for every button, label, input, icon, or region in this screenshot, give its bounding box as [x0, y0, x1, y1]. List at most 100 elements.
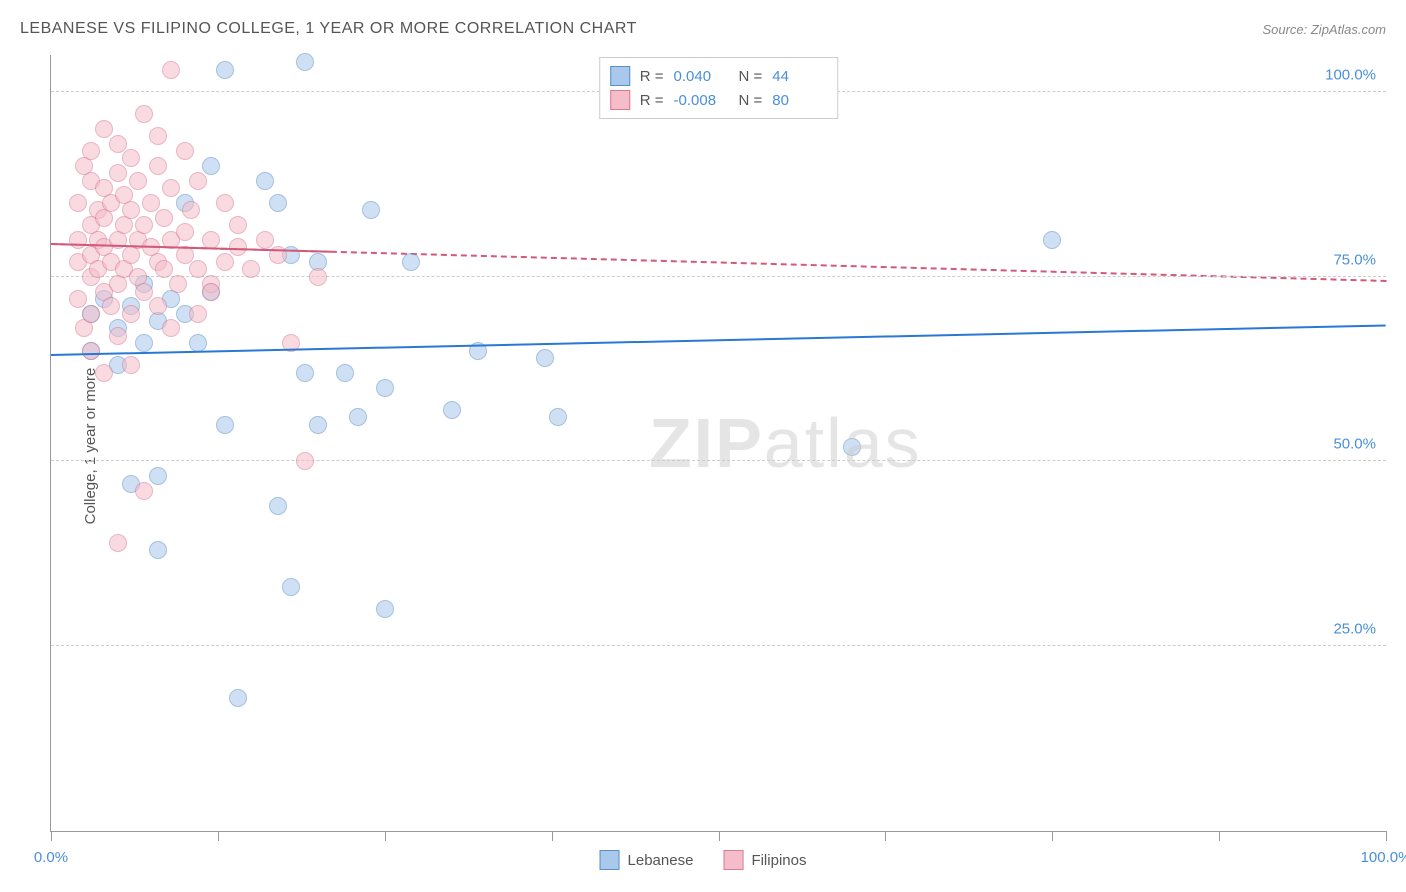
data-point [155, 209, 173, 227]
data-point [122, 149, 140, 167]
legend-item: Lebanese [600, 850, 694, 870]
data-point [309, 416, 327, 434]
data-point [122, 356, 140, 374]
data-point [135, 482, 153, 500]
data-point [296, 53, 314, 71]
data-point [189, 334, 207, 352]
legend-swatch [600, 850, 620, 870]
x-tick [51, 831, 52, 841]
x-tick [385, 831, 386, 841]
data-point [229, 689, 247, 707]
correlation-legend: R =0.040N =44R =-0.008N =80 [599, 57, 839, 119]
data-point [443, 401, 461, 419]
data-point [122, 305, 140, 323]
data-point [129, 172, 147, 190]
y-tick-label: 50.0% [1333, 436, 1376, 453]
data-point [135, 105, 153, 123]
data-point [296, 364, 314, 382]
legend-n-label: N = [739, 68, 763, 85]
data-point [216, 416, 234, 434]
data-point [162, 179, 180, 197]
legend-r-value: 0.040 [674, 68, 729, 85]
data-point [202, 157, 220, 175]
data-point [69, 290, 87, 308]
data-point [202, 283, 220, 301]
legend-row: R =-0.008N =80 [610, 88, 828, 112]
data-point [162, 61, 180, 79]
x-tick [1052, 831, 1053, 841]
data-point [549, 408, 567, 426]
y-tick-label: 75.0% [1333, 251, 1376, 268]
data-point [122, 201, 140, 219]
data-point [142, 194, 160, 212]
legend-swatch [610, 66, 630, 86]
source-attribution: Source: ZipAtlas.com [1262, 22, 1386, 37]
legend-n-value: 44 [772, 68, 827, 85]
gridline [51, 460, 1386, 461]
data-point [309, 268, 327, 286]
data-point [216, 194, 234, 212]
data-point [82, 342, 100, 360]
data-point [256, 172, 274, 190]
legend-label: Filipinos [751, 852, 806, 869]
data-point [376, 379, 394, 397]
data-point [536, 349, 554, 367]
x-tick [719, 831, 720, 841]
data-point [109, 534, 127, 552]
y-tick-label: 100.0% [1325, 66, 1376, 83]
data-point [149, 157, 167, 175]
data-point [336, 364, 354, 382]
x-tick-label: 100.0% [1361, 849, 1406, 866]
data-point [149, 467, 167, 485]
watermark: ZIPatlas [649, 403, 922, 483]
data-point [296, 452, 314, 470]
data-point [149, 541, 167, 559]
legend-item: Filipinos [723, 850, 806, 870]
data-point [109, 327, 127, 345]
data-point [269, 497, 287, 515]
data-point [69, 231, 87, 249]
legend-r-value: -0.008 [674, 92, 729, 109]
legend-n-value: 80 [772, 92, 827, 109]
data-point [69, 194, 87, 212]
data-point [95, 364, 113, 382]
scatter-chart: ZIPatlas R =0.040N =44R =-0.008N =80 25.… [50, 55, 1386, 832]
data-point [109, 135, 127, 153]
legend-n-label: N = [739, 92, 763, 109]
legend-swatch [723, 850, 743, 870]
legend-swatch [610, 90, 630, 110]
data-point [242, 260, 260, 278]
data-point [95, 120, 113, 138]
data-point [216, 61, 234, 79]
x-tick [1386, 831, 1387, 841]
data-point [189, 172, 207, 190]
data-point [189, 260, 207, 278]
data-point [269, 194, 287, 212]
gridline [51, 645, 1386, 646]
data-point [349, 408, 367, 426]
data-point [135, 334, 153, 352]
data-point [229, 216, 247, 234]
data-point [135, 216, 153, 234]
data-point [216, 253, 234, 271]
x-tick [885, 831, 886, 841]
legend-row: R =0.040N =44 [610, 64, 828, 88]
trendline-solid [51, 325, 1386, 357]
data-point [155, 260, 173, 278]
data-point [189, 305, 207, 323]
x-tick [1219, 831, 1220, 841]
data-point [149, 297, 167, 315]
data-point [135, 283, 153, 301]
data-point [282, 578, 300, 596]
data-point [82, 142, 100, 160]
x-tick [552, 831, 553, 841]
data-point [402, 253, 420, 271]
x-tick [218, 831, 219, 841]
data-point [182, 201, 200, 219]
series-legend: Lebanese Filipinos [600, 850, 807, 870]
data-point [176, 142, 194, 160]
data-point [843, 438, 861, 456]
data-point [376, 600, 394, 618]
y-tick-label: 25.0% [1333, 621, 1376, 638]
data-point [82, 305, 100, 323]
